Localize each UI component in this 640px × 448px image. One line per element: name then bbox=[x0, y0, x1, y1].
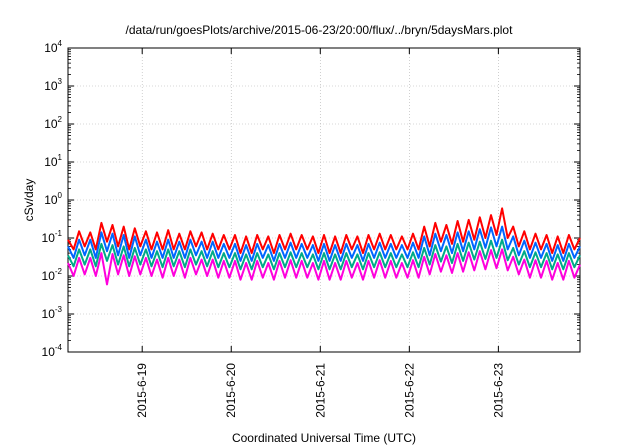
y-axis-label: cSv/day bbox=[22, 179, 36, 222]
x-axis-label: Coordinated Universal Time (UTC) bbox=[232, 431, 416, 445]
x-tick-label: 2015-6-19 bbox=[135, 363, 149, 418]
y-tick-label: 102 bbox=[44, 115, 62, 131]
y-tick-label: 100 bbox=[44, 191, 62, 207]
y-tick-label: 101 bbox=[44, 153, 62, 169]
x-tick-label: 2015-6-23 bbox=[491, 363, 505, 418]
series-line-1 bbox=[67, 207, 581, 255]
y-tick-label: 10-2 bbox=[42, 267, 63, 283]
y-tick-label: 10-4 bbox=[42, 343, 63, 359]
x-tick-label: 2015-6-22 bbox=[402, 363, 416, 418]
series-line-4 bbox=[67, 248, 581, 286]
chart-title: /data/run/goesPlots/archive/2015-06-23/2… bbox=[126, 23, 514, 37]
y-axis: 10-4 10-3 10-2 10-1 100 101 102 103 104 bbox=[42, 39, 580, 359]
y-tick-label: 103 bbox=[44, 77, 62, 93]
series-line-3 bbox=[67, 238, 581, 271]
x-axis: 2015-6-19 2015-6-20 2015-6-21 2015-6-22 2015… bbox=[135, 48, 505, 418]
series-line-2 bbox=[67, 225, 581, 262]
y-tick-label: 10-1 bbox=[42, 229, 63, 245]
series-group bbox=[67, 207, 581, 286]
y-tick-label: 10-3 bbox=[42, 305, 63, 321]
x-tick-label: 2015-6-21 bbox=[313, 363, 327, 418]
grid bbox=[68, 48, 580, 352]
y-tick-label: 104 bbox=[44, 39, 62, 55]
x-tick-label: 2015-6-20 bbox=[224, 363, 238, 418]
